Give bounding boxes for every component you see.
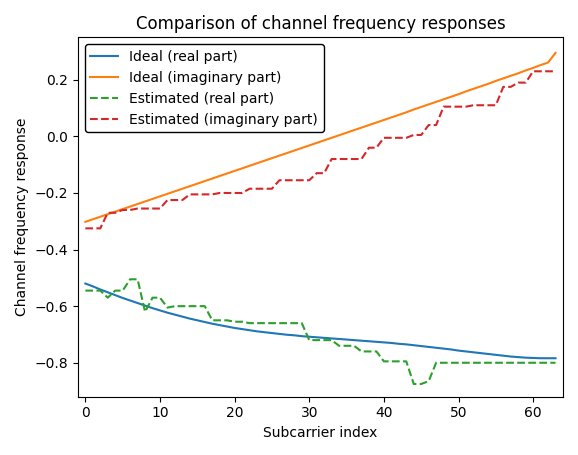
Estimated (imaginary part)	[313, 171, 320, 176]
Ideal (real part)	[343, 337, 350, 342]
Ideal (real part)	[552, 355, 559, 361]
Ideal (imaginary part)	[552, 50, 559, 56]
Estimated (imaginary part)	[529, 69, 536, 74]
Ideal (real part)	[142, 303, 149, 308]
Estimated (real part)	[127, 277, 134, 282]
Estimated (imaginary part)	[388, 135, 395, 141]
Estimated (imaginary part)	[343, 156, 350, 162]
Estimated (imaginary part)	[276, 177, 283, 183]
X-axis label: Subcarrier index: Subcarrier index	[263, 426, 377, 440]
Ideal (real part)	[388, 340, 395, 346]
Ideal (real part)	[82, 281, 89, 286]
Estimated (real part)	[410, 381, 417, 387]
Ideal (imaginary part)	[343, 130, 350, 136]
Ideal (real part)	[276, 331, 283, 337]
Ideal (imaginary part)	[82, 219, 89, 225]
Legend: Ideal (real part), Ideal (imaginary part), Estimated (real part), Estimated (ima: Ideal (real part), Ideal (imaginary part…	[85, 44, 324, 132]
Ideal (imaginary part)	[142, 199, 149, 204]
Estimated (real part)	[552, 360, 559, 365]
Estimated (real part)	[82, 288, 89, 293]
Ideal (real part)	[380, 340, 387, 345]
Estimated (real part)	[321, 338, 328, 343]
Estimated (real part)	[351, 343, 358, 349]
Line: Ideal (real part): Ideal (real part)	[86, 283, 555, 358]
Estimated (imaginary part)	[552, 69, 559, 74]
Estimated (imaginary part)	[82, 226, 89, 231]
Estimated (real part)	[395, 359, 402, 364]
Title: Comparison of channel frequency responses: Comparison of channel frequency response…	[136, 15, 505, 33]
Estimated (real part)	[388, 359, 395, 364]
Line: Estimated (real part): Estimated (real part)	[86, 279, 555, 384]
Ideal (imaginary part)	[313, 140, 320, 146]
Estimated (imaginary part)	[142, 206, 149, 211]
Ideal (real part)	[313, 334, 320, 340]
Ideal (imaginary part)	[276, 153, 283, 158]
Estimated (real part)	[149, 295, 156, 300]
Ideal (imaginary part)	[380, 117, 387, 123]
Y-axis label: Channel frequency response: Channel frequency response	[15, 118, 29, 316]
Ideal (real part)	[537, 355, 544, 361]
Estimated (imaginary part)	[380, 135, 387, 141]
Line: Ideal (imaginary part): Ideal (imaginary part)	[86, 53, 555, 222]
Line: Estimated (imaginary part): Estimated (imaginary part)	[86, 71, 555, 228]
Ideal (imaginary part)	[388, 115, 395, 120]
Estimated (real part)	[283, 320, 290, 326]
